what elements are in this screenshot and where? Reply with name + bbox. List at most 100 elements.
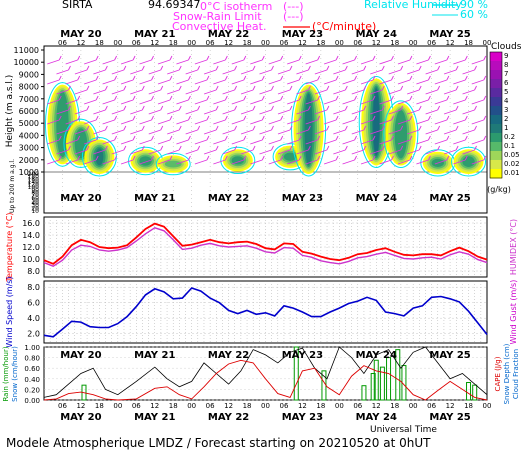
wind-barb-flag xyxy=(335,55,339,61)
y-tick-label: 11000 xyxy=(14,46,39,55)
precip-panel: 0.00 0.20 0.40 0.60 0.80 1.00 MAY 20 MAY 21 MAY … xyxy=(2,343,520,405)
x-tick-label: 00 xyxy=(335,402,344,410)
wind-barb-flag xyxy=(169,95,173,101)
wind-barb xyxy=(425,129,438,135)
wind-barb-flag xyxy=(372,135,376,141)
wind-barb-flag xyxy=(363,145,367,151)
colorbar-tick-label: 3 xyxy=(504,106,508,114)
wind-barb-flag xyxy=(234,65,237,71)
cloud-blob xyxy=(462,156,475,167)
day-label: MAY 20 xyxy=(60,412,101,423)
wind-barb-flag xyxy=(252,145,256,151)
wind-barb-flag xyxy=(363,125,367,131)
temperature-y-label: Temperature (°C) xyxy=(5,212,14,282)
wind-barb-flag xyxy=(317,135,321,141)
rh-60-label: 60 % xyxy=(460,8,488,21)
x-tick-label: 12 xyxy=(224,402,233,410)
y-tick-label: 1000 xyxy=(19,168,39,177)
rh-contour xyxy=(451,146,487,177)
cape-y-label: CAPE (J/g) xyxy=(494,356,502,391)
y-tick-label: 1.00 xyxy=(24,344,40,352)
wind-barb xyxy=(139,59,152,65)
wind-barb xyxy=(360,139,374,145)
wind-barb-flag xyxy=(308,125,311,131)
wind-barb-flag xyxy=(483,55,487,61)
wind-barb-flag xyxy=(215,105,219,111)
wind-barb-flag xyxy=(86,125,90,131)
wind-barb xyxy=(130,89,143,95)
wind-barb-flag xyxy=(261,95,265,101)
wind-barb xyxy=(93,69,106,75)
wind-barb xyxy=(351,109,364,115)
wind-barb xyxy=(176,99,189,105)
wind-barb-flag xyxy=(400,105,404,111)
wind-barb-flag xyxy=(169,75,173,81)
wind-barb-flag xyxy=(77,115,81,121)
wind-barb xyxy=(407,109,420,115)
wind-barb xyxy=(259,69,272,75)
wind-barb xyxy=(360,59,374,65)
x-tick-label: 06 xyxy=(279,402,288,410)
snow-y-label: Snow (cm/hour) xyxy=(11,346,19,402)
wind-barb xyxy=(130,129,143,135)
cloud-panel: 1000 2000 3000 4000 5000 6000 7000 8000 9000 1000… xyxy=(5,45,488,215)
colorbar-tick-label: 2 xyxy=(504,115,508,123)
rain-bar xyxy=(386,357,392,401)
wind-barb-flag xyxy=(409,155,413,161)
wind-barb xyxy=(185,69,198,75)
x-tick-label: 12 xyxy=(372,39,381,47)
wind-barb-flag xyxy=(160,85,164,91)
wind-barb xyxy=(84,119,97,125)
wind-barb-flag xyxy=(132,155,136,161)
wind-barb xyxy=(47,139,60,145)
cloud-y-label-low: Up to 200 m a.g.l. xyxy=(9,159,16,213)
wind-barb xyxy=(305,99,318,105)
wind-barb-flag xyxy=(363,105,367,111)
wind-barb xyxy=(453,99,466,105)
wind-barb xyxy=(65,99,78,105)
wind-barb-flag xyxy=(197,105,201,111)
wind-barb xyxy=(120,139,134,145)
wind-barb-flag xyxy=(95,115,99,121)
wind-barb-flag xyxy=(354,95,357,101)
snow-depth-y-label: Snow Depth (cm) xyxy=(503,343,511,404)
wind-barb xyxy=(462,109,475,115)
wind-barb-flag xyxy=(132,115,136,121)
wind-barb xyxy=(342,139,355,145)
wind-barb xyxy=(434,139,447,145)
wind-barb xyxy=(388,69,401,75)
wind-barb xyxy=(287,59,300,65)
wind-barb-flag xyxy=(391,135,394,141)
x-tick-label: 06 xyxy=(427,402,436,410)
wind-barb-flag xyxy=(132,95,136,101)
wind-barb-flag xyxy=(104,85,108,91)
wind-barb-flag xyxy=(474,105,477,111)
day-label: MAY 21 xyxy=(134,412,175,423)
wind-barb-flag xyxy=(427,135,431,141)
wind-barb xyxy=(416,139,429,145)
wind-barb-flag xyxy=(391,55,394,61)
wind-barb xyxy=(102,79,115,85)
day-label: MAY 23 xyxy=(282,350,323,361)
day-label: MAY 24 xyxy=(356,350,397,361)
wind-barb-flag xyxy=(169,155,173,161)
colorbar-swatch xyxy=(490,151,502,161)
wind-barb xyxy=(120,159,134,165)
wind-barb xyxy=(268,79,281,85)
wind-barb xyxy=(185,89,198,95)
wind-barb-flag xyxy=(252,65,256,71)
humidex-y-label: HUMIDEX (°C) xyxy=(509,219,518,275)
wind-barb-flag xyxy=(261,115,265,121)
day-label: MAY 25 xyxy=(429,412,470,423)
wind-barb-flag xyxy=(427,95,431,101)
wind-barb-flag xyxy=(317,155,321,161)
colorbar-swatch xyxy=(490,106,502,116)
wind-barb-flag xyxy=(372,95,376,101)
wind-barb xyxy=(416,59,429,65)
wind-barb-flag xyxy=(409,75,413,81)
wind-barb-flag xyxy=(197,65,201,71)
wind-barb xyxy=(434,59,447,65)
wind-barb-flag xyxy=(206,155,210,161)
wind-barb xyxy=(84,99,97,105)
day-label: MAY 24 xyxy=(356,29,397,40)
